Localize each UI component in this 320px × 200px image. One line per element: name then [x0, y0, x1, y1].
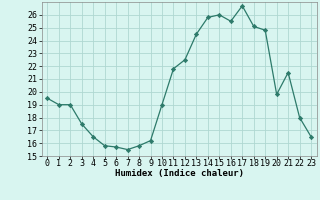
X-axis label: Humidex (Indice chaleur): Humidex (Indice chaleur) [115, 169, 244, 178]
